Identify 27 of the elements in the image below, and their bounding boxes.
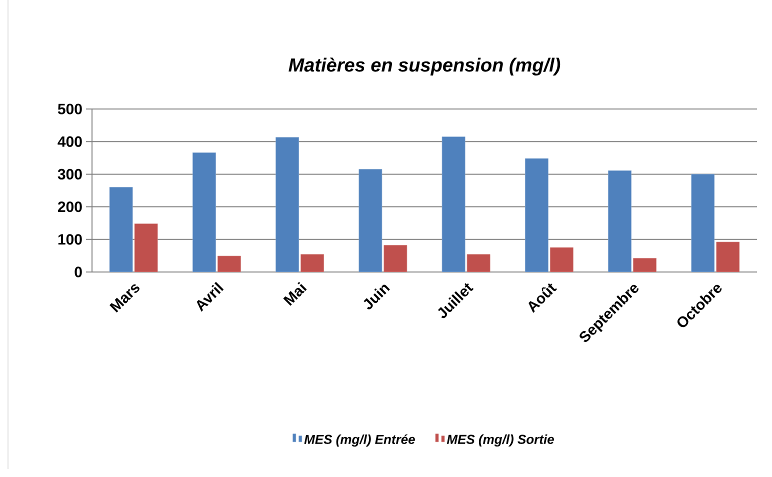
bar [358, 169, 382, 272]
y-tick-label: 500 [58, 104, 82, 114]
bar [716, 242, 740, 272]
legend-label: MES (mg/l) Entrée [304, 434, 415, 447]
bar [217, 256, 241, 272]
bar [192, 152, 216, 272]
bar [466, 254, 490, 272]
bar [442, 136, 466, 272]
legend-label: MES (mg/l) Sortie [446, 434, 554, 447]
y-tick-label: 200 [58, 201, 82, 212]
bar [608, 170, 632, 272]
y-tick-label: 400 [58, 136, 82, 147]
chart-title: Matières en suspension (mg/l) [288, 58, 560, 76]
bar [691, 174, 715, 272]
x-tick-label: Juin [364, 284, 390, 310]
bar [384, 245, 408, 272]
bar [633, 258, 656, 272]
bar [109, 187, 133, 272]
bar [300, 254, 324, 272]
bar [550, 247, 574, 272]
bar [524, 158, 548, 272]
x-tick-label: Mai [283, 282, 307, 306]
y-tick-label: 0 [74, 266, 82, 278]
bar [276, 137, 300, 272]
y-tick-label: 100 [58, 234, 82, 245]
bar [134, 224, 158, 272]
y-tick-label: 300 [58, 168, 82, 180]
